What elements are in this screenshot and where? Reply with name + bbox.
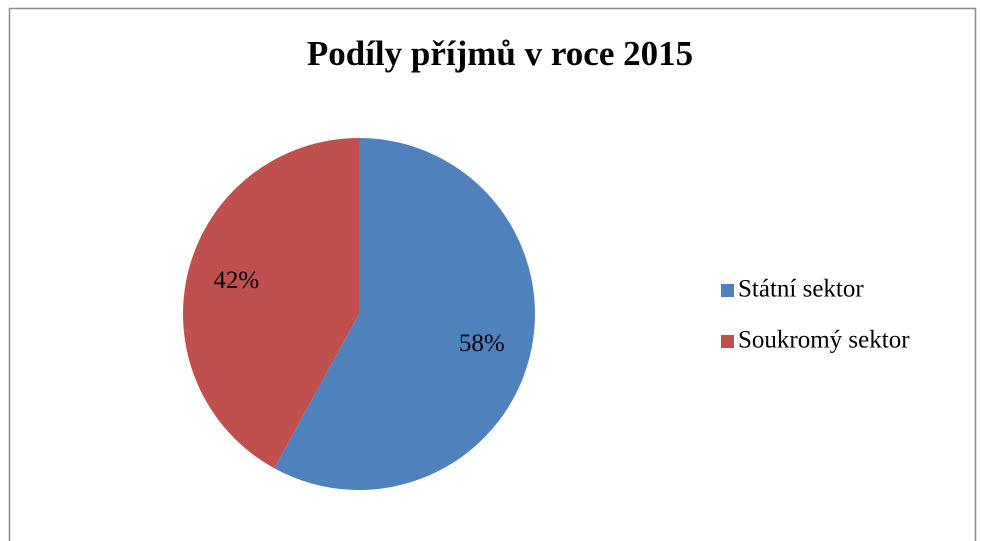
pie-slice (182, 138, 359, 469)
chart-title: Podíly příjmů v roce 2015 (307, 34, 693, 73)
legend-label: Soukromý sektor (738, 327, 910, 354)
data-label: 42% (213, 267, 259, 294)
legend-swatch (721, 284, 734, 297)
pie-slice (274, 138, 535, 491)
legend-swatch (721, 335, 734, 348)
chart-frame (8, 7, 977, 541)
data-label: 58% (459, 330, 505, 357)
legend-label: Státní sektor (738, 276, 864, 303)
